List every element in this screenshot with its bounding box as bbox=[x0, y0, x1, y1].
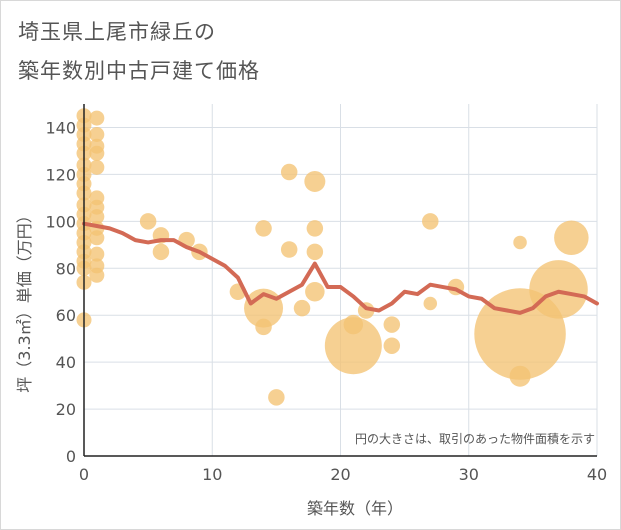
bubble-point bbox=[305, 281, 325, 302]
bubble-point bbox=[509, 365, 531, 387]
x-tick-label: 40 bbox=[587, 465, 607, 484]
bubble-point bbox=[306, 243, 324, 261]
bubble-point bbox=[422, 213, 439, 230]
bubble-point bbox=[383, 316, 401, 333]
bubble-series bbox=[76, 108, 589, 406]
y-tick-label: 40 bbox=[56, 353, 76, 372]
x-tick-label: 20 bbox=[330, 465, 350, 484]
bubble-point bbox=[293, 299, 311, 317]
axes bbox=[83, 104, 597, 457]
y-axis-label: 坪（3.3㎡）単価（万円） bbox=[15, 207, 34, 392]
bubble-point bbox=[529, 260, 588, 319]
bubble-point bbox=[89, 246, 105, 262]
x-axis-label: 築年数（年） bbox=[307, 499, 403, 518]
bubble-point bbox=[152, 243, 170, 261]
chart-title-line2: 築年数別中古戸建て価格 bbox=[18, 59, 260, 83]
bubble-point bbox=[280, 163, 298, 181]
y-tick-label: 100 bbox=[45, 212, 76, 231]
grid-lines bbox=[84, 104, 598, 456]
bubble-point bbox=[89, 159, 105, 175]
y-tick-label: 140 bbox=[45, 118, 76, 137]
bubble-point bbox=[513, 235, 527, 250]
bubble-point bbox=[89, 110, 105, 126]
y-tick-label: 60 bbox=[56, 306, 76, 325]
trend-line-group bbox=[82, 221, 599, 315]
x-tick-label: 0 bbox=[79, 465, 89, 484]
bubble-point bbox=[89, 230, 105, 246]
bubble-point bbox=[324, 317, 382, 375]
bubble-point bbox=[423, 296, 438, 311]
y-tick-label: 120 bbox=[45, 165, 76, 184]
bubble-point bbox=[268, 389, 285, 406]
bubble-point bbox=[255, 318, 272, 336]
bubble-point bbox=[255, 220, 272, 237]
x-tick-label: 10 bbox=[202, 465, 222, 484]
bubble-point bbox=[280, 241, 298, 258]
bubble-point bbox=[89, 209, 105, 225]
tick-labels: 0 10 20 30 40 0 20 40 60 80 100 120 140 bbox=[45, 118, 607, 484]
bubble-point bbox=[304, 170, 326, 192]
y-tick-label: 80 bbox=[56, 259, 76, 278]
bubble-point bbox=[89, 145, 105, 161]
trend-line bbox=[82, 221, 599, 315]
chart-title-line1: 埼玉県上尾市緑丘の bbox=[18, 20, 216, 44]
bubble-point bbox=[554, 220, 589, 256]
bubble-point bbox=[306, 220, 324, 237]
x-tick-label: 30 bbox=[459, 465, 479, 484]
bubble-point bbox=[89, 267, 105, 283]
bubble-point bbox=[139, 213, 157, 230]
y-tick-label: 20 bbox=[56, 400, 76, 419]
y-tick-label: 0 bbox=[66, 447, 76, 466]
bubble-point bbox=[383, 337, 401, 354]
bubble-point bbox=[89, 127, 105, 143]
size-legend-note: 円の大きさは、取引のあった物件面積を示す bbox=[355, 431, 595, 446]
